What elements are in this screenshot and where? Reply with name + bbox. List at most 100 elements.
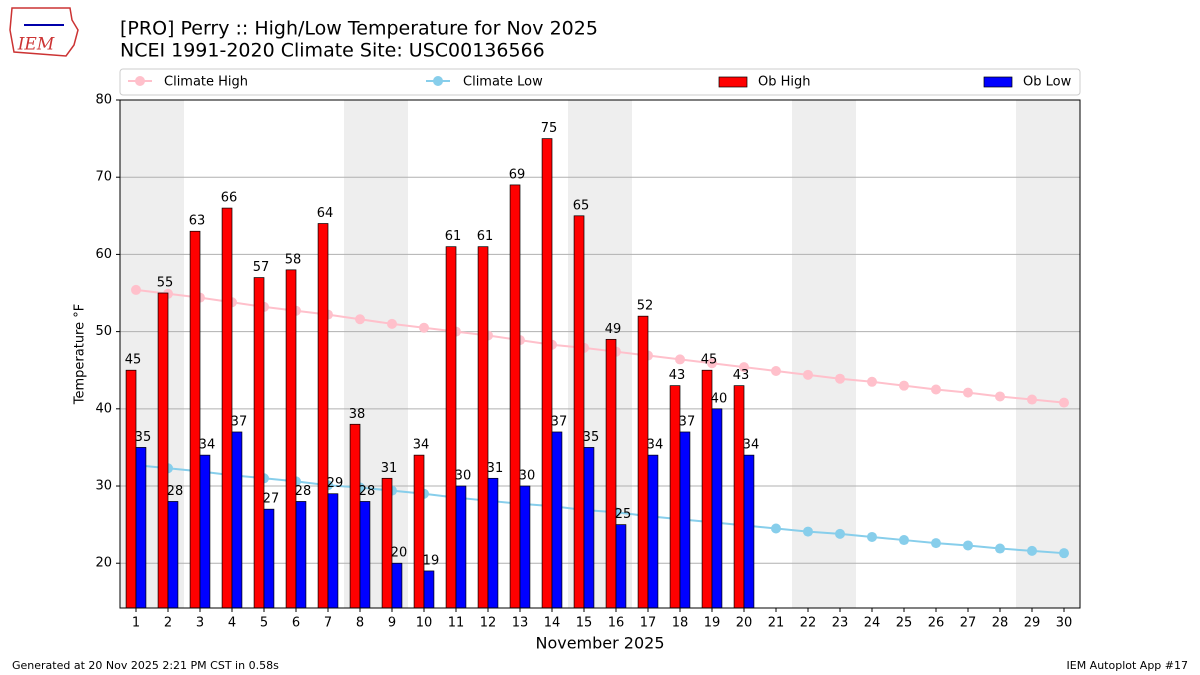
y-tick-label: 70: [95, 170, 112, 185]
bar: [413, 454, 425, 609]
bar-label: 28: [295, 484, 312, 499]
bar: [551, 431, 563, 609]
point: [803, 526, 813, 537]
point: [899, 380, 909, 391]
bar: [733, 385, 745, 609]
bar: [295, 501, 307, 609]
x-tick-label: 9: [388, 616, 396, 631]
point: [739, 362, 749, 373]
point: [899, 535, 909, 546]
point: [995, 543, 1005, 554]
bar-label: 38: [349, 407, 366, 422]
x-tick-label: 22: [800, 616, 817, 631]
bar-label: 31: [487, 461, 504, 476]
x-tick-label: 24: [864, 616, 881, 631]
bar: [509, 184, 521, 609]
chart-subtitle: NCEI 1991-2020 Climate Site: USC00136566: [120, 40, 545, 62]
bar: [679, 431, 691, 609]
bar-label: 52: [637, 299, 654, 314]
legend-label: Climate Low: [463, 75, 543, 90]
x-tick-label: 15: [576, 616, 593, 631]
bar: [391, 562, 403, 609]
weekend-band: [1048, 100, 1080, 608]
x-tick-label: 20: [736, 616, 753, 631]
weekend-band: [824, 100, 856, 608]
bar: [327, 493, 339, 609]
point: [771, 523, 781, 534]
bar: [711, 408, 723, 609]
point: [355, 314, 365, 325]
legend-swatch: [718, 76, 748, 88]
bar-label: 58: [285, 252, 302, 267]
footer-left: Generated at 20 Nov 2025 2:21 PM CST in …: [12, 659, 279, 672]
bar-label: 30: [519, 469, 536, 484]
x-tick-label: 17: [640, 616, 657, 631]
point: [1059, 548, 1069, 559]
bar-label: 37: [231, 414, 248, 429]
bar-label: 19: [423, 553, 440, 568]
bar-label: 64: [317, 206, 334, 221]
legend-marker: [135, 76, 145, 86]
bar-label: 65: [573, 198, 590, 213]
point: [131, 284, 141, 295]
bar: [231, 431, 243, 609]
bar: [285, 269, 297, 609]
point: [963, 540, 973, 551]
legend-marker: [433, 76, 443, 86]
point: [1027, 545, 1037, 556]
x-tick-label: 25: [896, 616, 913, 631]
bar: [157, 292, 169, 609]
bar: [359, 501, 371, 609]
bar: [487, 477, 499, 609]
bar: [317, 223, 329, 609]
x-tick-label: 14: [544, 616, 561, 631]
bar-label: 40: [711, 391, 728, 406]
bar-label: 34: [413, 438, 430, 453]
y-tick-label: 50: [95, 324, 112, 339]
bar: [125, 369, 137, 609]
x-tick-label: 4: [228, 616, 236, 631]
x-tick-label: 21: [768, 616, 785, 631]
bar-label: 55: [157, 276, 174, 291]
weekend-band: [1016, 100, 1048, 608]
bar-label: 29: [327, 476, 344, 491]
chart-title: [PRO] Perry :: High/Low Temperature for …: [120, 18, 598, 40]
y-tick-label: 60: [95, 247, 112, 262]
bar: [199, 454, 211, 609]
bar-label: 28: [359, 484, 376, 499]
point: [931, 384, 941, 395]
x-tick-label: 1: [132, 616, 140, 631]
bar-label: 75: [541, 121, 558, 136]
bar: [637, 315, 649, 609]
x-tick-label: 30: [1056, 616, 1073, 631]
bar-label: 66: [221, 191, 238, 206]
x-tick-label: 7: [324, 616, 332, 631]
bar-label: 45: [701, 353, 718, 368]
bar-label: 43: [733, 368, 750, 383]
x-tick-label: 16: [608, 616, 625, 631]
x-tick-label: 28: [992, 616, 1009, 631]
bar: [455, 485, 467, 609]
bar-label: 28: [167, 484, 184, 499]
bar-label: 63: [189, 214, 206, 229]
point: [1059, 397, 1069, 408]
bar: [423, 570, 435, 609]
bar: [583, 447, 595, 609]
bar: [615, 524, 627, 609]
bar: [263, 508, 275, 609]
bar: [189, 230, 201, 609]
bar: [135, 447, 147, 609]
bar-label: 27: [263, 492, 280, 507]
bar-label: 34: [199, 438, 216, 453]
legend-swatch: [983, 76, 1013, 88]
bar-label: 31: [381, 461, 398, 476]
x-tick-label: 29: [1024, 616, 1041, 631]
bar: [573, 215, 585, 609]
bar: [519, 485, 531, 609]
point: [835, 528, 845, 539]
x-tick-label: 23: [832, 616, 849, 631]
x-tick-label: 27: [960, 616, 977, 631]
bar: [445, 246, 457, 609]
bar: [349, 423, 361, 609]
bar-label: 35: [135, 430, 152, 445]
